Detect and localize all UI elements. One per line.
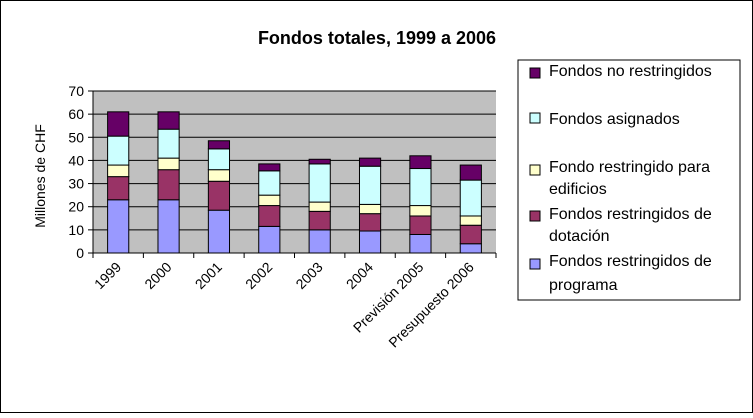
bar-segment bbox=[157, 128, 180, 159]
bar-segment bbox=[409, 233, 432, 254]
legend-swatch bbox=[529, 210, 541, 222]
bar-segment bbox=[157, 169, 180, 201]
legend-label: Fondos asignados bbox=[549, 111, 680, 128]
bar-segment bbox=[308, 210, 331, 231]
bar-segment bbox=[207, 169, 231, 182]
legend-swatch bbox=[529, 164, 541, 176]
bar-segment bbox=[258, 170, 281, 196]
bar-segment bbox=[308, 229, 331, 254]
bar-segment bbox=[107, 164, 130, 178]
legend-swatch bbox=[529, 112, 541, 124]
y-axis-title: Millones de CHF bbox=[32, 124, 48, 227]
y-tick-label: 60 bbox=[68, 106, 84, 122]
y-tick-label: 40 bbox=[68, 152, 84, 168]
legend: Fondos no restringidos Fondos asignados Fo… bbox=[517, 59, 741, 301]
bar-segment bbox=[207, 180, 231, 211]
bar-segment bbox=[207, 148, 231, 171]
bar-segment bbox=[258, 163, 281, 172]
bar-segment bbox=[107, 111, 130, 137]
chart-title: Fondos totales, 1999 a 2006 bbox=[258, 28, 496, 48]
bar-segment bbox=[107, 199, 130, 254]
bar-segment bbox=[258, 205, 281, 227]
y-tick-label: 50 bbox=[68, 129, 84, 145]
legend-label: Fondo restringido para edificios bbox=[549, 159, 710, 198]
bar-segment bbox=[258, 225, 281, 254]
bar-segment bbox=[358, 213, 382, 232]
y-tick-label: 70 bbox=[68, 83, 84, 99]
bar-segment bbox=[358, 230, 382, 254]
bar-segment bbox=[207, 140, 231, 150]
legend-swatch bbox=[529, 67, 541, 79]
bar-segment bbox=[459, 243, 482, 254]
y-tick-label: 30 bbox=[68, 176, 84, 192]
y-tick-label: 20 bbox=[68, 199, 84, 215]
y-tick-label: 10 bbox=[68, 222, 84, 238]
bar-segment bbox=[157, 111, 180, 130]
legend-label: Fondos restringidos de dotación bbox=[549, 206, 712, 245]
bar-segment bbox=[207, 209, 231, 254]
bar-segment bbox=[107, 135, 130, 166]
legend-box bbox=[517, 59, 741, 301]
bar-segment bbox=[157, 157, 180, 171]
bar-segment bbox=[358, 157, 382, 167]
bar-segment bbox=[459, 224, 482, 245]
bar-segment bbox=[459, 215, 482, 226]
y-tick-label: 0 bbox=[76, 245, 84, 261]
bar-segment bbox=[107, 176, 130, 201]
bar-segment bbox=[409, 155, 432, 170]
bar-segment bbox=[308, 158, 331, 165]
bar-segment bbox=[358, 165, 382, 205]
bar-segment bbox=[459, 164, 482, 181]
bar-segment bbox=[459, 179, 482, 217]
legend-swatch bbox=[529, 258, 541, 270]
bar-segment bbox=[308, 201, 331, 212]
bar-segment bbox=[258, 194, 281, 207]
bar-segment bbox=[409, 168, 432, 207]
legend-label: Fondos no restringidos bbox=[549, 63, 712, 80]
bar-segment bbox=[358, 203, 382, 215]
legend-label: Fondos restringidos de programa bbox=[549, 253, 712, 294]
plot-background bbox=[93, 91, 496, 253]
bar-segment bbox=[308, 163, 331, 203]
bar-segment bbox=[157, 199, 180, 254]
bar-segment bbox=[409, 205, 432, 217]
bar-segment bbox=[409, 215, 432, 235]
